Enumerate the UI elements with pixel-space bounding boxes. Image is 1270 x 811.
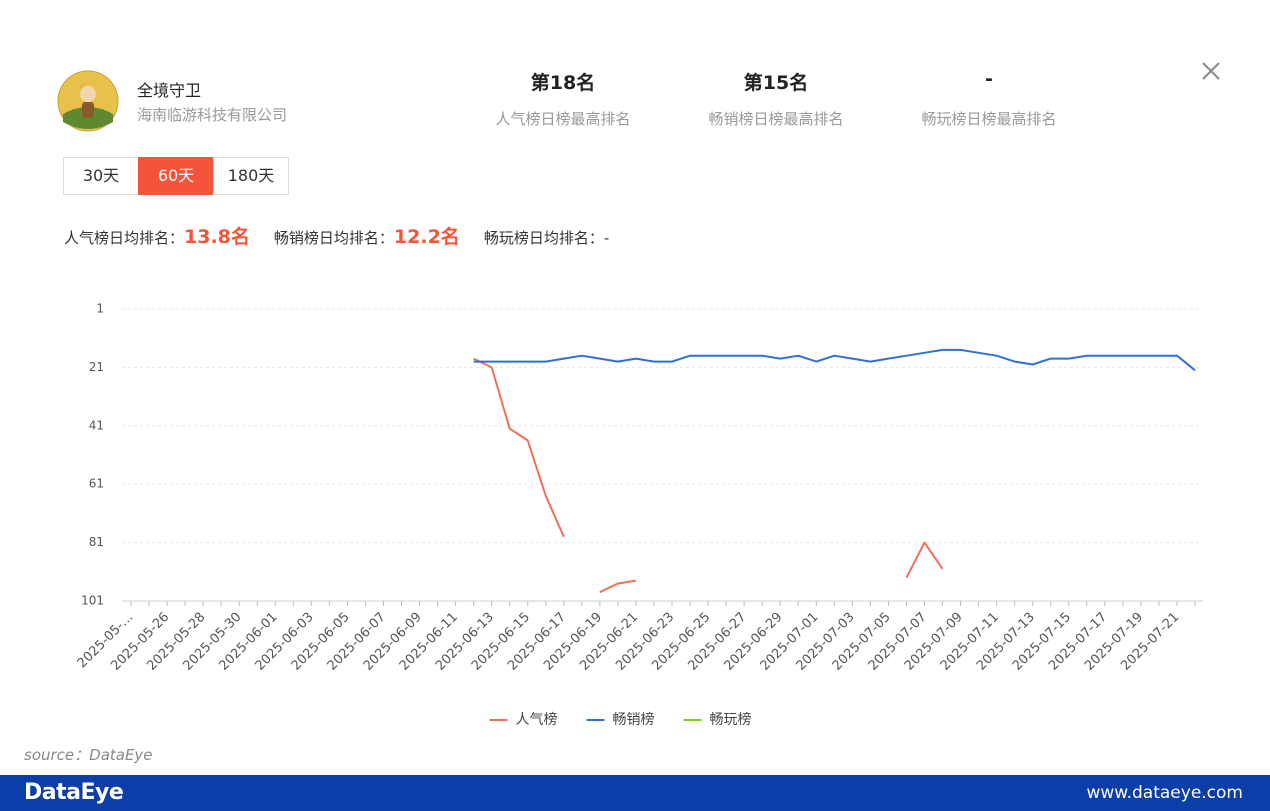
y-tick-label: 1 (96, 302, 104, 316)
average-value: - (603, 229, 610, 247)
stat: - 畅玩榜日榜最高排名 (889, 68, 1089, 129)
y-tick-label: 81 (89, 535, 104, 549)
y-tick-label: 101 (81, 594, 104, 608)
close-button[interactable] (1201, 61, 1221, 81)
stat-label: 畅玩榜日榜最高排名 (921, 110, 1057, 128)
legend-item: 畅销榜 (586, 711, 655, 728)
stat-label: 人气榜日榜最高排名 (495, 110, 631, 128)
y-tick-label: 21 (89, 360, 104, 374)
y-tick-label: 61 (89, 477, 104, 491)
series-line (473, 357, 944, 594)
stat-value: 第18名 (530, 72, 596, 94)
footer-url: www.dataeye.com (1086, 783, 1243, 803)
legend-label: 人气榜 (516, 711, 558, 728)
y-tick-label: 41 (89, 418, 104, 432)
average-ranks: 人气榜日均排名： 13.8名 畅销榜日均排名： 12.2名 畅玩榜日均排名： - (64, 222, 633, 249)
chart: 1214161811012025-05-…2025-05-262025-05-2… (75, 302, 1203, 728)
source-note: source：DataEye (24, 746, 153, 764)
legend-label: 畅销榜 (613, 711, 655, 728)
series-line (473, 348, 1196, 372)
average-value: 13.8名 (184, 226, 250, 248)
legend-item: 畅玩榜 (683, 711, 752, 728)
period-tab[interactable]: 180天 (213, 157, 289, 195)
app-name: 全境守卫 (137, 81, 202, 100)
stat-value: 第15名 (743, 72, 809, 94)
stat: 第18名 人气榜日榜最高排名 (463, 68, 663, 129)
stat: 第15名 畅销榜日榜最高排名 (676, 68, 876, 129)
footer-brand: DataEye (24, 780, 124, 805)
average-value: 12.2名 (393, 226, 460, 248)
average-label: 畅销榜日均排名： (273, 229, 394, 247)
app-icon (57, 70, 119, 132)
footer-bar: DataEye www.dataeye.com (0, 775, 1270, 811)
average-label: 畅玩榜日均排名： (483, 229, 604, 247)
legend-item: 人气榜 (489, 711, 558, 728)
stat-label: 畅销榜日榜最高排名 (708, 110, 844, 128)
period-tab[interactable]: 30天 (63, 157, 139, 195)
period-tab[interactable]: 60天 (138, 157, 214, 195)
company-name: 海南临游科技有限公司 (137, 106, 288, 124)
legend-label: 畅玩榜 (710, 711, 752, 728)
period-tabs: 30天 60天 180天 (63, 157, 289, 195)
stat-value: - (985, 68, 993, 90)
average-label: 人气榜日均排名： (64, 229, 185, 247)
